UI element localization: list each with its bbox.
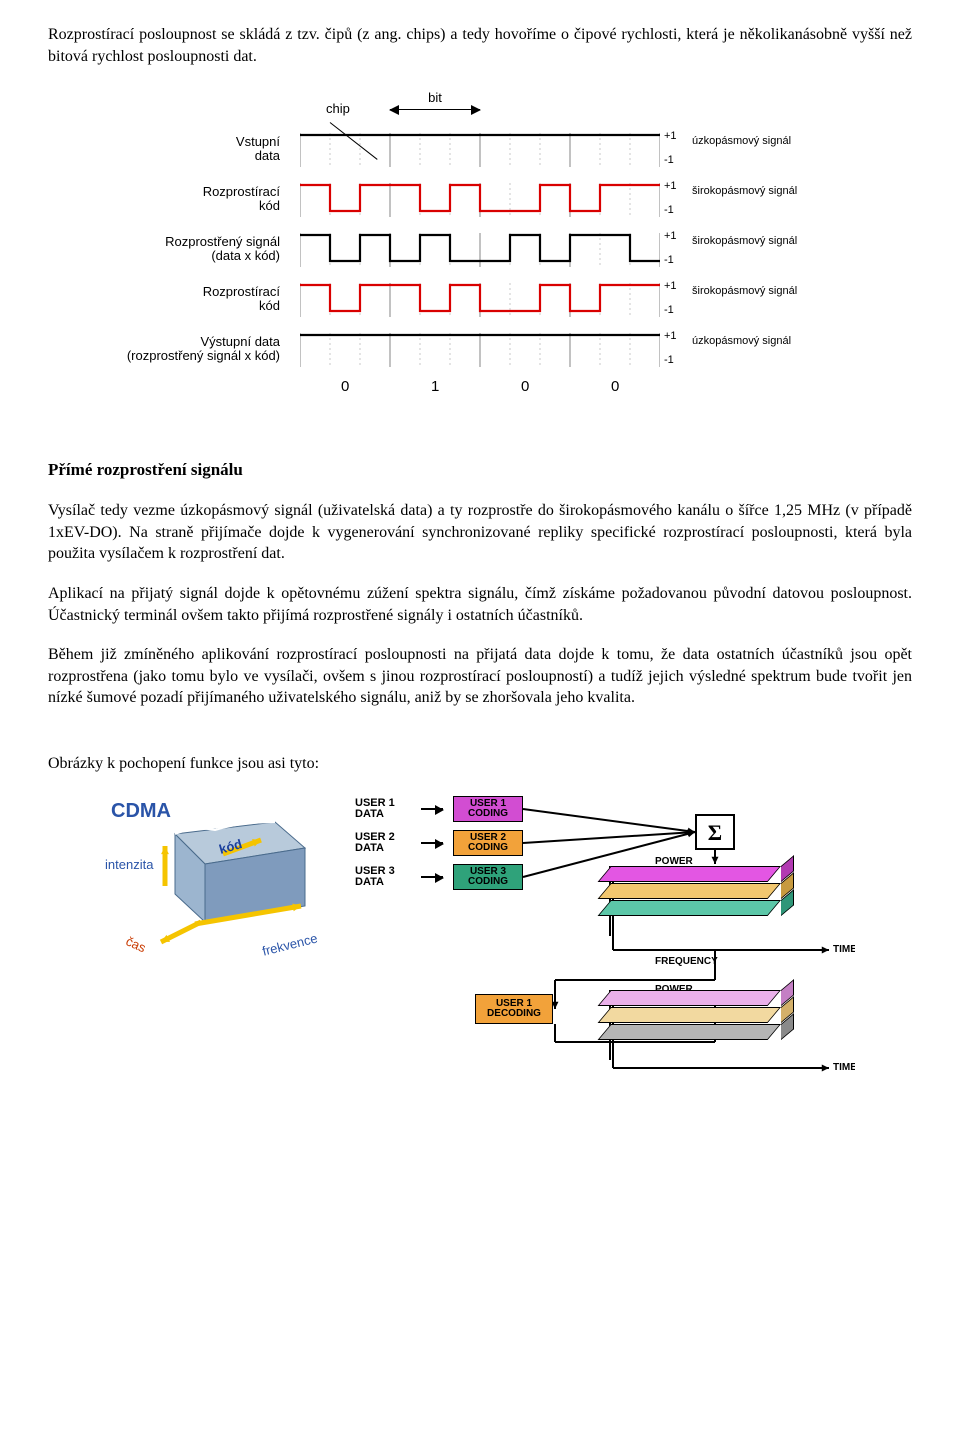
paragraph-3: Během již zmíněného aplikování rozprostí… [48, 644, 912, 709]
output-bit-label: 0 [341, 377, 349, 397]
output-bit-label: 0 [521, 377, 529, 397]
arrow-to-coder [421, 808, 443, 810]
coding-box: USER 2 CODING [453, 830, 523, 856]
svg-text:TIME: TIME [833, 944, 855, 955]
svg-text:TIME: TIME [833, 1062, 855, 1073]
coding-box: USER 3 CODING [453, 864, 523, 890]
decode-box: USER 1 DECODING [475, 994, 553, 1024]
svg-text:FREQUENCY: FREQUENCY [655, 956, 718, 967]
vscale-bot: -1 [664, 355, 674, 366]
signal-type-label: širokopásmový signál [692, 235, 797, 247]
output-bit-label: 1 [431, 377, 439, 397]
waveform-row [300, 183, 660, 221]
row-label: Výstupní data (rozprostřený signál x kód… [110, 335, 280, 364]
row-label: Rozprostřený signál (data x kód) [110, 235, 280, 264]
coding-box: USER 1 CODING [453, 796, 523, 822]
vscale-top: +1 [664, 231, 677, 242]
vscale-bot: -1 [664, 255, 674, 266]
section-heading: Přímé rozprostření signálu [48, 459, 912, 482]
waveform-row [300, 283, 660, 321]
user-row: USER 2 DATA USER 2 CODING [355, 828, 855, 858]
figure-cdma-diagrams: CDMA intenzita frekvence čas kód USER 1 … [48, 794, 912, 1074]
row-label: Rozprostírací kód [110, 285, 280, 314]
figure2-caption: Obrázky k pochopení funkce jsou asi tyto… [48, 753, 912, 775]
bit-label: bit [390, 89, 480, 107]
cdma-intenzita-label: intenzita [105, 856, 153, 874]
sigma-box: Σ [695, 814, 735, 850]
vscale-bot: -1 [664, 305, 674, 316]
signal-type-label: širokopásmový signál [692, 185, 797, 197]
arrow-to-coder [421, 842, 443, 844]
intro-paragraph: Rozprostírací posloupnost se skládá z tz… [48, 24, 912, 67]
row-label: Rozprostírací kód [110, 185, 280, 214]
vscale-top: +1 [664, 131, 677, 142]
vscale-bot: -1 [664, 155, 674, 166]
figure-signal-diagram: bit chip Vstupní data +1 -1 úzkopásmový sig… [110, 85, 850, 405]
user-data-label: USER 3 DATA [355, 866, 411, 888]
vscale-top: +1 [664, 331, 677, 342]
cdma-cube-svg [105, 794, 325, 954]
user-row: USER 1 DATA USER 1 CODING [355, 794, 855, 824]
signal-type-label: úzkopásmový signál [692, 335, 791, 347]
cdma-cube-panel: CDMA intenzita frekvence čas kód [105, 794, 325, 954]
chip-label: chip [326, 100, 350, 118]
vscale-top: +1 [664, 181, 677, 192]
waveform-row [300, 133, 660, 171]
coding-diagram: USER 1 DATAUSER 1 CODINGUSER 2 DATAUSER … [355, 794, 855, 1074]
user-data-label: USER 2 DATA [355, 832, 411, 854]
signal-type-label: širokopásmový signál [692, 285, 797, 297]
vscale-top: +1 [664, 281, 677, 292]
signal-type-label: úzkopásmový signál [692, 135, 791, 147]
paragraph-2: Aplikací na přijatý signál dojde k opěto… [48, 583, 912, 626]
row-label: Vstupní data [110, 135, 280, 164]
bit-range-arrow: bit [390, 89, 480, 110]
decoded-stack [609, 990, 819, 1060]
arrow-to-coder [421, 876, 443, 878]
waveform-row [300, 233, 660, 271]
user-data-label: USER 1 DATA [355, 798, 411, 820]
encoded-stack [609, 866, 819, 936]
vscale-bot: -1 [664, 205, 674, 216]
paragraph-1: Vysílač tedy vezme úzkopásmový signál (u… [48, 500, 912, 565]
waveform-row [300, 333, 660, 371]
output-bit-label: 0 [611, 377, 619, 397]
